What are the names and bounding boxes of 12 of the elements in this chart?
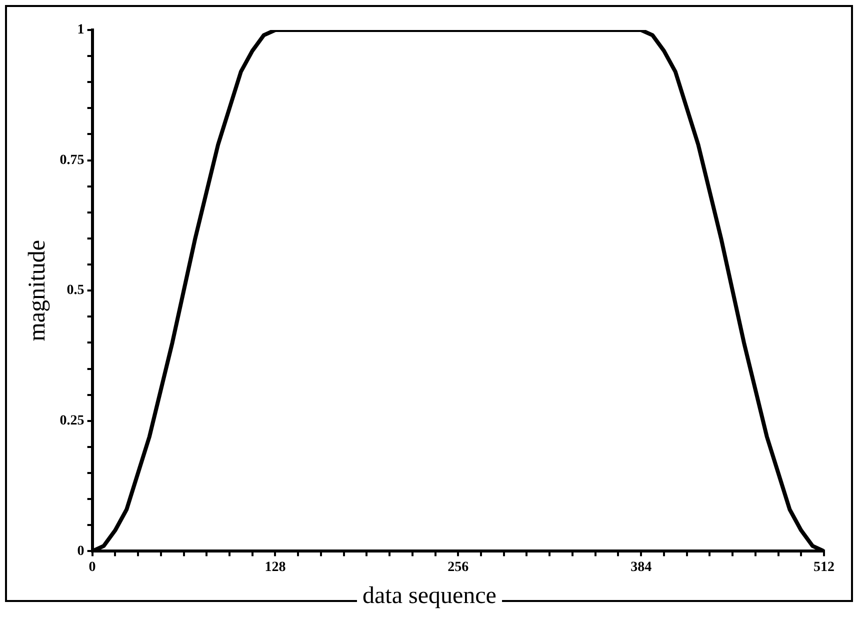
y-tick-label: 0.75 (60, 152, 84, 168)
y-tick-label: 0.25 (60, 414, 84, 429)
x-tick-label: 0 (88, 560, 96, 576)
x-tick-label: 512 (814, 560, 834, 576)
y-tick-label: 0 (77, 544, 84, 559)
x-axis-title: data sequence (356, 583, 502, 609)
x-tick-label: 256 (448, 560, 469, 576)
y-tick-label: 0.5 (66, 283, 84, 298)
y-axis-title: magnitude (24, 240, 51, 342)
x-tick-label: 128 (264, 560, 286, 576)
y-tick-label: 1 (77, 22, 84, 38)
x-tick-label: 384 (630, 560, 652, 576)
